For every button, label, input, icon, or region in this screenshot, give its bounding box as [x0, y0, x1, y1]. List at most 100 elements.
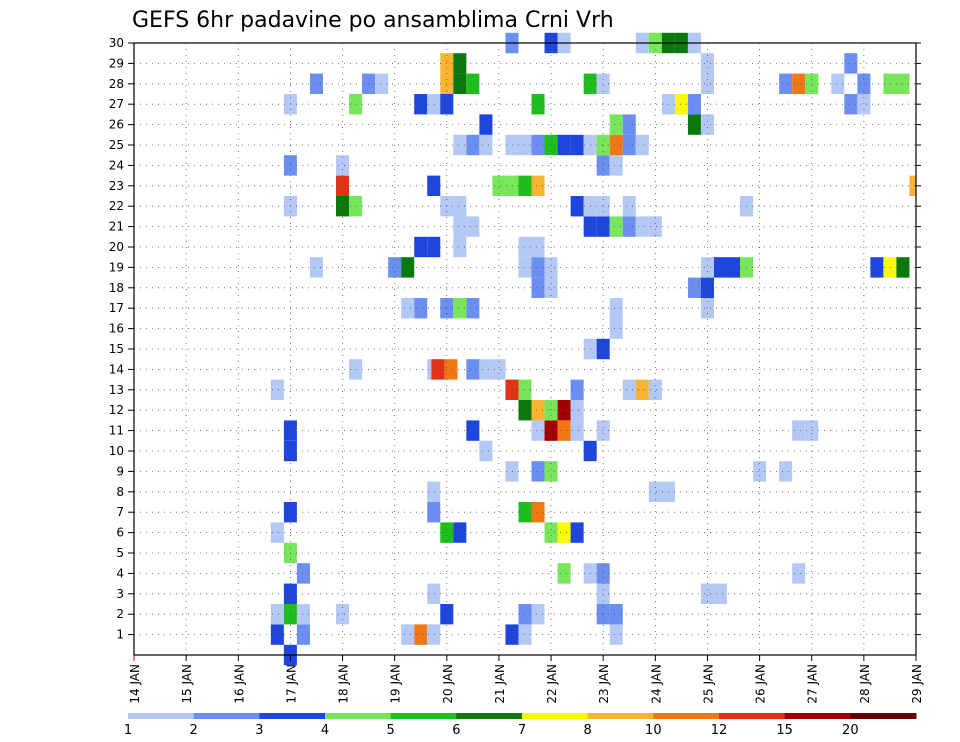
y-tick-label: 9 [116, 464, 124, 478]
legend-swatch [259, 713, 326, 719]
x-tick-label: 16 JAN [232, 664, 246, 704]
heatmap-cell [557, 522, 571, 543]
y-tick-label: 1 [116, 628, 124, 642]
heatmap-cell [727, 257, 741, 278]
heatmap-cell [453, 298, 467, 319]
heatmap-cell [296, 604, 310, 625]
legend-label: 8 [584, 723, 592, 738]
x-tick-label: 27 JAN [806, 664, 820, 704]
y-tick-label: 17 [109, 301, 124, 315]
legend-swatch [390, 713, 457, 719]
heatmap-cell [609, 155, 623, 176]
heatmap-cell [713, 257, 728, 278]
heatmap-cell [336, 175, 350, 196]
heatmap-cell [296, 563, 310, 584]
heatmap-cell [609, 318, 623, 339]
x-tick-label: 26 JAN [754, 664, 768, 704]
heatmap-cell [596, 563, 610, 584]
heatmap-cell [531, 277, 545, 298]
heatmap-cell [270, 604, 284, 625]
heatmap-cell [648, 216, 662, 237]
heatmap-cell [531, 236, 545, 258]
heatmap-cell [401, 257, 415, 278]
heatmap-cell [870, 257, 884, 278]
y-tick-label: 11 [109, 424, 124, 438]
heatmap-cell [596, 73, 610, 94]
heatmap-cell [414, 298, 428, 319]
heatmap-cell [609, 624, 623, 645]
heatmap-cell [479, 359, 493, 380]
heatmap-cell [831, 73, 845, 94]
x-tick-label: 19 JAN [389, 664, 403, 704]
heatmap-cell [570, 379, 584, 400]
heatmap-cell [609, 114, 623, 135]
legend-swatch [325, 713, 392, 719]
y-tick-label: 29 [109, 56, 124, 70]
legend-label: 3 [255, 723, 263, 738]
legend-swatch [456, 713, 523, 719]
heatmap-cell [453, 53, 467, 74]
heatmap-cell [296, 624, 310, 645]
heatmap-cell [453, 216, 467, 237]
heatmap-cell [309, 257, 323, 278]
heatmap-cell [544, 522, 558, 543]
heatmap-cell [505, 624, 519, 645]
y-tick-label: 16 [109, 322, 124, 336]
legend-label: 4 [321, 723, 329, 738]
heatmap-cell [531, 94, 545, 115]
heatmap-cell [805, 73, 819, 94]
y-tick-label: 2 [116, 607, 124, 621]
y-tick-label: 6 [116, 526, 124, 540]
heatmap-cell [596, 155, 610, 176]
heatmap-cell [531, 175, 545, 196]
legend-label: 20 [842, 723, 859, 738]
legend-label: 5 [387, 723, 395, 738]
y-tick-label: 22 [109, 199, 124, 213]
y-tick-label: 28 [109, 77, 124, 91]
heatmap-cell [805, 420, 819, 441]
heatmap-cell [336, 196, 350, 217]
heatmap-cell [687, 114, 701, 135]
heatmap-cell [544, 461, 558, 482]
heatmap-cell [700, 277, 714, 298]
heatmap-cell [427, 236, 441, 258]
x-tick-label: 28 JAN [858, 664, 872, 704]
heatmap-cell [557, 563, 571, 584]
heatmap-cell [635, 379, 649, 400]
heatmap-cell [609, 134, 623, 156]
gridlines [134, 43, 916, 655]
x-tick-label: 17 JAN [284, 664, 298, 704]
legend-label: 1 [124, 723, 132, 738]
heatmap-cell [453, 522, 467, 543]
heatmap-cell [700, 114, 714, 135]
y-tick-label: 4 [116, 566, 124, 580]
heatmap-cell [505, 461, 519, 482]
heatmap-cell [622, 134, 636, 156]
heatmap-cell [401, 298, 415, 319]
y-tick-label: 27 [109, 97, 124, 111]
heatmap-cell [622, 216, 636, 237]
heatmap-cell [479, 114, 493, 135]
y-tick-label: 12 [109, 403, 124, 417]
y-tick-label: 26 [109, 118, 124, 132]
heatmap-cell [596, 604, 610, 625]
heatmap-cell [466, 216, 480, 237]
heatmap-cell [444, 359, 458, 380]
heatmap-cell [505, 175, 519, 196]
heatmap-cell [570, 400, 584, 421]
heatmap-cell [492, 359, 506, 380]
heatmap-cell [674, 94, 688, 115]
heatmap-cell [648, 481, 662, 502]
heatmap-cell [909, 175, 916, 196]
heatmap-cell [570, 196, 584, 217]
heatmap-cell [544, 257, 558, 278]
heatmap-cell [531, 257, 545, 278]
heatmap-cell [635, 216, 649, 237]
heatmap-cell [687, 277, 701, 298]
y-tick-label: 10 [109, 444, 124, 458]
legend-swatch [653, 713, 720, 719]
heatmap-cell [844, 53, 858, 74]
legend-swatch [522, 713, 589, 719]
heatmap-cell [414, 94, 428, 115]
y-tick-label: 25 [109, 138, 124, 152]
